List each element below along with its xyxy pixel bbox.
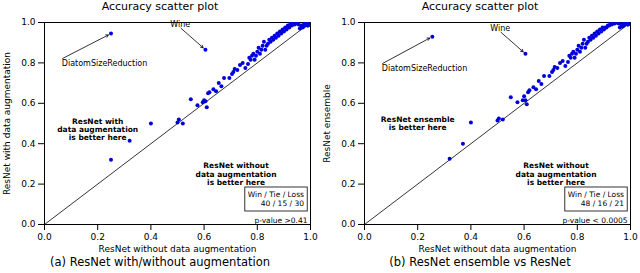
svg-text:0.4: 0.4 [144,232,159,242]
svg-text:1.0: 1.0 [21,17,36,27]
svg-text:0.0: 0.0 [357,232,372,242]
svg-text:0.8: 0.8 [250,232,265,242]
svg-text:1.0: 1.0 [623,232,638,242]
svg-text:Wine: Wine [170,20,190,29]
html-text:Accuracy scatter plot: Accuracy scatter plot [421,0,539,13]
svg-text:0.8: 0.8 [341,58,356,68]
svg-text:0.6: 0.6 [21,98,36,108]
svg-text:0.4: 0.4 [464,232,479,242]
svg-text:0.2: 0.2 [341,179,355,189]
svg-text:0.0: 0.0 [341,219,356,229]
svg-text:ResNet withoutdata augmentatio: ResNet withoutdata augmentationis better… [196,161,277,187]
svg-text:0.2: 0.2 [91,232,105,242]
svg-text:DiatomSizeReduction: DiatomSizeReduction [382,64,468,73]
svg-text:ResNet ensemble: ResNet ensemble [322,84,332,163]
html-text:(b) ResNet ensemble vs ResNet: (b) ResNet ensemble vs ResNet [389,255,571,269]
svg-text:0.8: 0.8 [570,232,585,242]
svg-text:ResNet with data augmentation: ResNet with data augmentation [2,52,12,195]
svg-text:ResNet ensembleis better here: ResNet ensembleis better here [381,115,455,132]
svg-text:1.0: 1.0 [303,232,318,242]
svg-text:0.0: 0.0 [21,219,36,229]
svg-text:ResNet without data augmentati: ResNet without data augmentation [419,244,577,254]
svg-text:ResNet without data augmentati: ResNet without data augmentation [99,244,257,254]
svg-text:DiatomSizeReduction: DiatomSizeReduction [62,59,148,68]
svg-text:1.0: 1.0 [341,17,356,27]
svg-text:Win / Tie / Loss48 / 16 / 21: Win / Tie / Loss48 / 16 / 21 [568,190,624,208]
svg-text:0.4: 0.4 [21,139,36,149]
svg-text:0.6: 0.6 [517,232,532,242]
html-text:(a) ResNet with/without augmen: (a) ResNet with/without augmentation [50,255,270,269]
svg-text:ResNet withoutdata augmentatio: ResNet withoutdata augmentationis better… [516,161,597,187]
svg-text:0.0: 0.0 [37,232,52,242]
svg-text:0.6: 0.6 [197,232,212,242]
svg-text:ResNet withdata augmentationis: ResNet withdata augmentationis better he… [57,117,138,143]
svg-text:0.8: 0.8 [21,58,36,68]
svg-text:0.4: 0.4 [341,139,356,149]
svg-text:0.2: 0.2 [21,179,35,189]
svg-text:Wine: Wine [490,24,510,33]
svg-text:Win / Tie / Loss40 / 15 / 30: Win / Tie / Loss40 / 15 / 30 [248,190,304,208]
svg-text:0.2: 0.2 [411,232,425,242]
svg-text:p-value < 0.0005: p-value < 0.0005 [562,216,627,225]
svg-text:p-value >0.41: p-value >0.41 [254,216,307,225]
html-text:Accuracy scatter plot: Accuracy scatter plot [101,0,219,13]
svg-text:0.6: 0.6 [341,98,356,108]
